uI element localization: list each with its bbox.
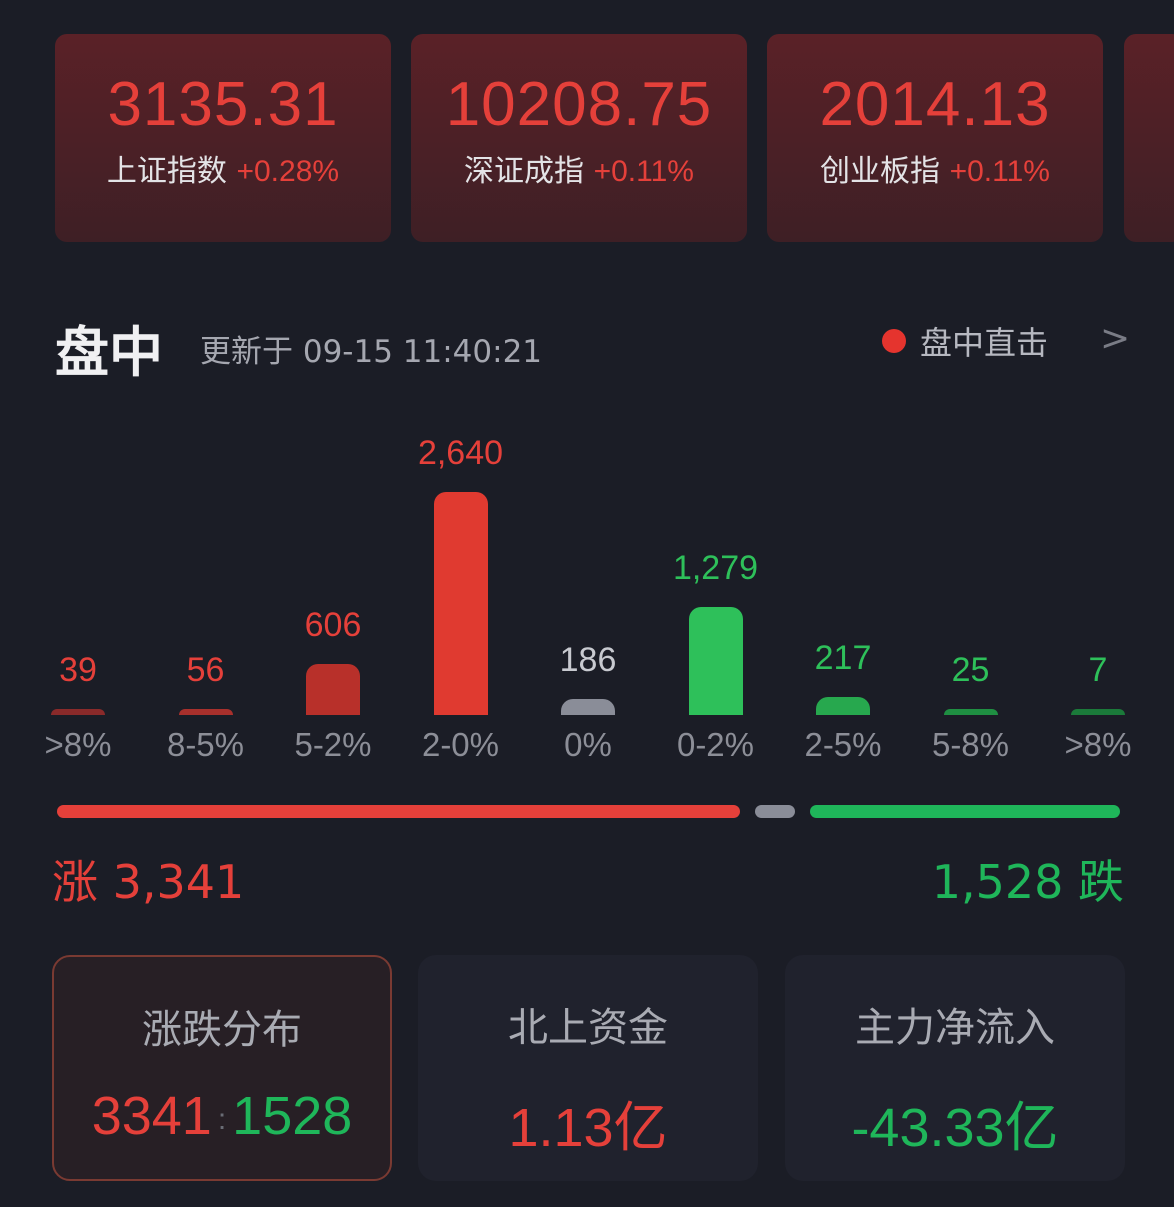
bar bbox=[306, 663, 360, 715]
card-distribution[interactable]: 涨跌分布 3341:1528 bbox=[52, 955, 392, 1181]
live-link[interactable]: 盘中直击 bbox=[882, 318, 1048, 364]
category-label: 0-2% bbox=[676, 726, 755, 763]
index-name: 深证成指 bbox=[464, 154, 585, 189]
bar-value-label: 186 bbox=[559, 641, 617, 680]
index-card-shanghai[interactable]: 3135.31 上证指数 +0.28% bbox=[55, 34, 391, 242]
category-label: 2-0% bbox=[421, 726, 500, 763]
index-card-partial[interactable] bbox=[1124, 34, 1174, 242]
index-change: +0.28% bbox=[236, 155, 340, 188]
down-count: 1,528 跌 bbox=[931, 855, 1124, 909]
index-value: 3135.31 bbox=[107, 70, 339, 139]
bar-value-label: 39 bbox=[59, 651, 97, 689]
index-change: +0.11% bbox=[593, 155, 694, 188]
breadth-bar-up bbox=[57, 805, 740, 818]
index-card-shenzhen[interactable]: 10208.75 深证成指 +0.11% bbox=[411, 34, 747, 242]
bar-value-label: 7 bbox=[1088, 651, 1108, 689]
card-value: 1.13亿 bbox=[508, 1098, 668, 1158]
update-time: 更新于 09-15 11:40:21 bbox=[200, 334, 543, 370]
card-down: 1528 bbox=[232, 1086, 353, 1146]
card-title: 涨跌分布 bbox=[142, 1007, 302, 1053]
index-change: +0.11% bbox=[949, 155, 1050, 188]
index-name: 创业板指 bbox=[820, 154, 941, 189]
bar bbox=[433, 492, 488, 715]
section-title: 盘中 bbox=[55, 321, 163, 384]
bar-value-label: 1,279 bbox=[672, 548, 759, 587]
chevron-right-icon[interactable]: > bbox=[1100, 318, 1131, 359]
distribution-chart: 39 >8% 56 8-5% 606 5-2% 2,640 2-0% 186 0% 1,279 0-2… bbox=[0, 420, 1174, 780]
card-up: 3341 bbox=[91, 1086, 212, 1146]
index-name: 上证指数 bbox=[106, 154, 227, 189]
card-sep: : bbox=[217, 1102, 227, 1136]
bar-value-label: 606 bbox=[304, 605, 362, 644]
bar-value-label: 56 bbox=[186, 651, 225, 689]
breadth-bar-flat bbox=[754, 805, 795, 818]
category-label: >8% bbox=[44, 726, 112, 763]
bar bbox=[178, 709, 233, 715]
bar bbox=[561, 699, 615, 715]
category-label: 5-2% bbox=[294, 726, 372, 763]
bar-value-label: 25 bbox=[951, 651, 990, 689]
card-title: 北上资金 bbox=[508, 1005, 668, 1051]
card-northbound[interactable]: 北上资金 1.13亿 bbox=[418, 955, 758, 1181]
category-label: 8-5% bbox=[166, 726, 245, 763]
category-label: 2-5% bbox=[804, 726, 882, 763]
card-main-flow[interactable]: 主力净流入 -43.33亿 bbox=[785, 955, 1125, 1181]
category-label: 0% bbox=[564, 726, 612, 763]
live-dot-icon bbox=[882, 329, 906, 353]
bar bbox=[1071, 709, 1125, 715]
index-value: 2014.13 bbox=[819, 70, 1051, 139]
bar-value-label: 2,640 bbox=[417, 434, 504, 472]
breadth-bar-down bbox=[809, 805, 1120, 818]
index-card-chinext[interactable]: 2014.13 创业板指 +0.11% bbox=[767, 34, 1103, 242]
bar bbox=[943, 709, 998, 715]
category-label: 5-8% bbox=[931, 726, 1010, 763]
bar bbox=[688, 606, 743, 715]
up-count: 涨 3,341 bbox=[52, 855, 245, 909]
card-title: 主力净流入 bbox=[855, 1005, 1055, 1051]
card-value: -43.33亿 bbox=[851, 1098, 1059, 1158]
bar bbox=[816, 696, 870, 715]
category-label: >8% bbox=[1064, 726, 1132, 763]
bar bbox=[51, 709, 105, 715]
live-label: 盘中直击 bbox=[920, 324, 1049, 362]
index-value: 10208.75 bbox=[445, 70, 713, 139]
bar-value-label: 217 bbox=[814, 638, 872, 677]
